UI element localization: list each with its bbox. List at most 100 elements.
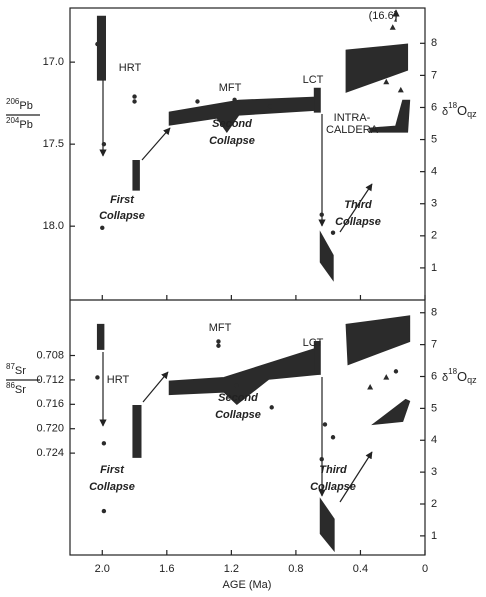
annotation: MFT xyxy=(209,322,232,334)
y-tick-label: 0.708 xyxy=(36,349,64,361)
field-polygon xyxy=(132,405,142,458)
annotation: First xyxy=(110,194,135,206)
field-polygon xyxy=(96,323,105,350)
x-axis-label: AGE (Ma) xyxy=(223,579,272,591)
annotation: LCT xyxy=(303,74,324,86)
y2-label-base: O xyxy=(457,369,467,384)
annotation: Collapse xyxy=(209,135,255,147)
point xyxy=(132,94,137,99)
field-polygon xyxy=(319,497,335,553)
y2-tick-label: 8 xyxy=(431,307,437,319)
y-label-sup: 206 xyxy=(6,97,20,106)
annotation: (16.6) xyxy=(369,10,398,22)
y2-tick-label: 4 xyxy=(431,434,437,446)
y2-tick-label: 4 xyxy=(431,166,437,178)
point xyxy=(195,99,200,104)
point xyxy=(216,343,221,348)
y2-tick-label: 1 xyxy=(431,262,437,274)
y2-label-sup: 18 xyxy=(448,101,457,110)
y2-label-symbol: δ xyxy=(442,372,448,384)
y-tick-label: 0.712 xyxy=(36,374,64,386)
y-label-sup: 87 xyxy=(6,362,15,371)
y-label-den: Sr xyxy=(15,384,26,396)
y2-axis-label: δ18Oqz xyxy=(442,101,477,119)
annotation: CALDERA xyxy=(326,124,379,136)
y-tick-label: 0.716 xyxy=(36,398,64,410)
annotation: Collapse xyxy=(310,481,356,493)
annotation: Collapse xyxy=(215,409,261,421)
field-polygon xyxy=(371,398,411,426)
y2-axis-label: δ18Oqz xyxy=(442,367,477,385)
y2-tick-label: 2 xyxy=(431,230,437,242)
point xyxy=(95,375,100,380)
y-tick-label: 0.724 xyxy=(36,447,64,459)
field-polygon xyxy=(319,230,334,282)
annotation: Second xyxy=(212,118,252,130)
y-tick-label: 17.0 xyxy=(43,56,64,68)
triangle-point xyxy=(383,78,390,85)
y2-tick-label: 5 xyxy=(431,402,437,414)
x-tick-label: 0.8 xyxy=(288,563,303,575)
x-tick-label: 1.6 xyxy=(159,563,174,575)
point xyxy=(101,508,107,514)
field-polygon xyxy=(168,346,319,405)
y-label-sup: 86 xyxy=(6,381,15,390)
y-axis-label: 87Sr xyxy=(6,362,26,377)
y-tick-label: 18.0 xyxy=(43,220,64,232)
triangle-point xyxy=(397,86,404,93)
y2-label-sub: qz xyxy=(467,375,477,385)
y2-tick-label: 6 xyxy=(431,101,437,113)
y2-tick-label: 3 xyxy=(431,198,437,210)
y-tick-label: 0.720 xyxy=(36,423,64,435)
y2-tick-label: 3 xyxy=(431,466,437,478)
y-label-sup: 204 xyxy=(6,116,20,125)
y2-tick-label: 2 xyxy=(431,498,437,510)
point xyxy=(322,422,328,427)
field-polygon xyxy=(345,43,409,93)
field-polygon xyxy=(313,340,321,375)
annotation: Collapse xyxy=(89,481,135,493)
y2-tick-label: 6 xyxy=(431,370,437,382)
field-polygon xyxy=(132,160,140,191)
y-label-num: Sr xyxy=(15,365,26,377)
point xyxy=(319,457,324,462)
annotation: First xyxy=(100,464,125,476)
frame xyxy=(69,7,426,556)
point xyxy=(95,41,100,47)
x-tick-label: 0.4 xyxy=(353,563,368,575)
field-polygon xyxy=(96,15,106,81)
annotation: Third xyxy=(319,464,347,476)
annotation: HRT xyxy=(119,62,142,74)
annotation: LCT xyxy=(303,337,324,349)
y2-tick-label: 7 xyxy=(431,69,437,81)
y2-label-sub: qz xyxy=(467,109,477,119)
x-tick-label: 0 xyxy=(422,563,428,575)
annotation: Collapse xyxy=(99,210,145,222)
annotation: Collapse xyxy=(335,216,381,228)
triangle-point xyxy=(383,374,390,380)
y2-tick-label: 5 xyxy=(431,133,437,145)
annotation: Third xyxy=(344,199,372,211)
annotation: HRT xyxy=(107,374,130,386)
y-axis-label: 206Pb xyxy=(6,97,33,112)
point xyxy=(234,383,239,388)
triangle-point xyxy=(389,24,396,30)
annotation: Second xyxy=(218,392,258,404)
point xyxy=(330,435,336,440)
x-tick-label: 1.2 xyxy=(224,563,239,575)
point xyxy=(216,339,221,344)
field-polygon xyxy=(369,99,411,133)
point xyxy=(267,104,273,109)
point xyxy=(100,225,105,231)
x-tick-label: 2.0 xyxy=(95,563,110,575)
y-label-den: Pb xyxy=(19,119,32,131)
point xyxy=(101,141,107,147)
point xyxy=(330,230,336,235)
y2-label-symbol: δ xyxy=(442,106,448,118)
point xyxy=(393,369,399,374)
point xyxy=(232,97,237,103)
annotation: MFT xyxy=(219,82,242,94)
point xyxy=(269,405,274,410)
y2-label-base: O xyxy=(457,103,467,118)
